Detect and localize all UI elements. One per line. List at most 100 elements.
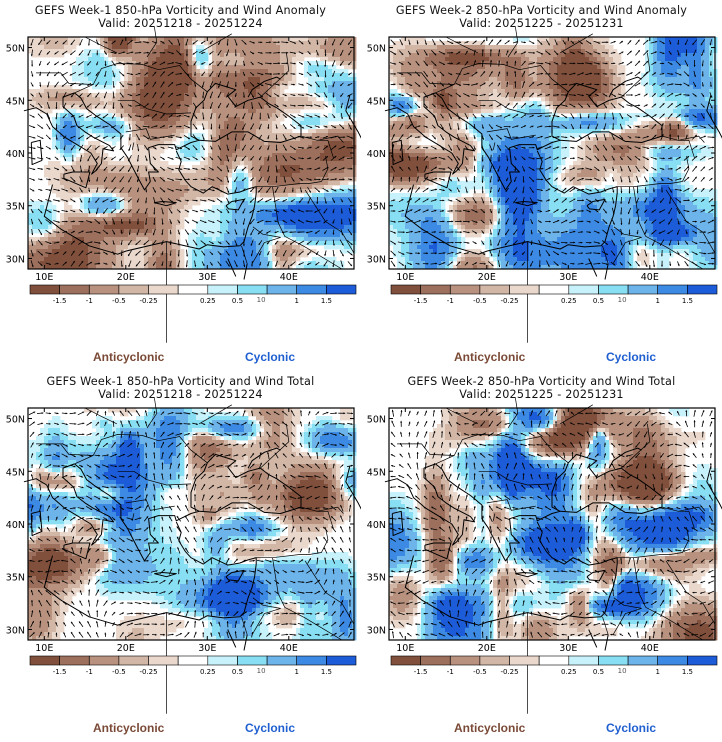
lon-tick-label: 30E — [198, 643, 216, 654]
lat-tick-label: 40N — [6, 520, 25, 531]
colorbar-tick-label: 0.25 — [200, 668, 216, 676]
wind-vectors — [28, 38, 354, 268]
colorbar-tick-label: -0.5 — [112, 668, 126, 676]
lon-tick-label: 40E — [641, 272, 659, 283]
colorbar-tick-label: -1.5 — [53, 297, 67, 305]
colorbar-tick-label: -1.5 — [53, 668, 67, 676]
colorbar-tick-label: 1.5 — [682, 297, 693, 305]
colorbar-swatch — [627, 655, 659, 666]
lat-tick-label: 35N — [367, 202, 386, 213]
lat-tick-label: 50N — [367, 415, 386, 426]
lat-tick-label: 50N — [367, 44, 386, 55]
colorbar-swatch — [509, 655, 540, 666]
colorbar-swatch — [420, 655, 451, 666]
colorbar-swatch — [450, 655, 481, 666]
colorbar-tick-label: -1 — [86, 297, 93, 305]
colorbar-swatch — [29, 655, 60, 666]
colorbar-tick-label: 1 — [294, 297, 298, 305]
lat-tick-label: 40N — [367, 149, 386, 160]
lat-tick-label: 35N — [6, 573, 25, 584]
panel-week2-total: GEFS Week-2 850-hPa Vorticity and Wind T… — [361, 371, 722, 742]
colorbar: -1.5 -1 -0.5 -0.25 0.25 0.5 1 1.5 10 — [390, 655, 718, 676]
colorbar-tick-label: -0.25 — [139, 297, 157, 305]
colorbar-scale-note: 10 — [257, 296, 266, 304]
colorbar-swatch — [390, 284, 421, 295]
lon-tick-label: 20E — [117, 643, 135, 654]
colorbar-swatch — [266, 655, 298, 666]
lon-tick-label: 40E — [280, 643, 298, 654]
colorbar: -1.5 -1 -0.5 -0.25 0.25 0.5 1 1.5 10 — [390, 284, 718, 305]
lat-tick-label: 45N — [6, 467, 25, 478]
vorticity-field — [389, 408, 718, 641]
wind-vectors — [28, 410, 354, 639]
map-subtitle: Valid: 20251218 - 20251224 — [0, 389, 361, 401]
map-title: GEFS Week-1 850-hPa Vorticity and Wind A… — [0, 5, 361, 17]
lat-tick-label: 45N — [367, 96, 386, 107]
lon-tick-label: 30E — [559, 272, 577, 283]
anticyclonic-label: Anticyclonic — [454, 350, 525, 364]
colorbar-swatch — [237, 284, 268, 295]
lat-tick-label: 50N — [6, 415, 25, 426]
coastlines — [384, 76, 722, 280]
colorbar-swatch — [29, 284, 60, 295]
colorbar-tick-label: -1 — [447, 668, 454, 676]
lon-tick-label: 20E — [478, 272, 496, 283]
lon-tick-label: 40E — [641, 643, 659, 654]
colorbar-swatch — [450, 284, 481, 295]
lon-tick-label: 10E — [35, 643, 53, 654]
panel-week1-anomaly: GEFS Week-1 850-hPa Vorticity and Wind A… — [0, 0, 361, 371]
colorbar-swatch — [326, 655, 357, 666]
colorbar-scale-note: 10 — [257, 667, 266, 675]
colorbar-swatch — [657, 655, 688, 666]
map-subtitle: Valid: 20251225 - 20251231 — [361, 18, 722, 30]
lon-tick-label: 10E — [35, 272, 53, 283]
cyclonic-label: Cyclonic — [245, 350, 295, 364]
map-title: GEFS Week-2 850-hPa Vorticity and Wind A… — [361, 5, 722, 17]
colorbar-swatch — [207, 284, 238, 295]
colorbar-swatch — [118, 655, 149, 666]
colorbar-tick-label: -0.5 — [473, 297, 487, 305]
colorbar-tick-label: -0.25 — [500, 668, 518, 676]
lon-tick-label: 10E — [396, 643, 414, 654]
colorbar-tick-label: 1.5 — [321, 297, 332, 305]
lat-tick-label: 30N — [6, 625, 25, 636]
vorticity-map: 50N 45N 40N 35N 30N 10E 20E 30E 40E -1.5 -1 -0.5 -0.… — [6, 26, 361, 343]
colorbar-swatch — [390, 655, 421, 666]
colorbar-swatch — [148, 655, 179, 666]
colorbar-tick-label: 1.5 — [682, 668, 693, 676]
colorbar-tick-label: -0.25 — [500, 297, 518, 305]
colorbar-tick-label: -0.5 — [112, 297, 126, 305]
lon-tick-label: 10E — [396, 272, 414, 283]
lat-tick-label: 40N — [367, 520, 386, 531]
colorbar-swatch — [538, 655, 570, 666]
colorbar-tick-label: -1.5 — [414, 668, 428, 676]
colorbar-swatch — [568, 284, 599, 295]
colorbar-swatch — [479, 284, 510, 295]
colorbar-swatch — [420, 284, 451, 295]
lat-tick-label: 30N — [367, 254, 386, 265]
map-subtitle: Valid: 20251225 - 20251231 — [361, 389, 722, 401]
cyclonic-label: Cyclonic — [245, 721, 295, 735]
colorbar: -1.5 -1 -0.5 -0.25 0.25 0.5 1 1.5 10 — [29, 284, 357, 305]
colorbar-scale-note: 10 — [618, 296, 627, 304]
lon-tick-label: 20E — [478, 643, 496, 654]
colorbar-tick-label: 0.5 — [232, 668, 243, 676]
colorbar-tick-label: 1 — [655, 297, 659, 305]
lat-tick-label: 30N — [6, 254, 25, 265]
lat-tick-label: 45N — [367, 467, 386, 478]
colorbar-swatch — [148, 284, 179, 295]
colorbar-scale-note: 10 — [618, 667, 627, 675]
anticyclonic-label: Anticyclonic — [93, 350, 164, 364]
colorbar-swatch — [89, 284, 120, 295]
lon-tick-label: 20E — [117, 272, 135, 283]
colorbar-swatch — [59, 284, 90, 295]
colorbar-swatch — [657, 284, 688, 295]
map-title: GEFS Week-1 850-hPa Vorticity and Wind T… — [0, 376, 361, 388]
anticyclonic-label: Anticyclonic — [454, 721, 525, 735]
colorbar-swatch — [177, 284, 209, 295]
cyclonic-label: Cyclonic — [606, 350, 656, 364]
colorbar-swatch — [598, 655, 629, 666]
colorbar-tick-label: 1 — [294, 668, 298, 676]
colorbar-swatch — [237, 655, 268, 666]
lon-tick-label: 30E — [559, 643, 577, 654]
